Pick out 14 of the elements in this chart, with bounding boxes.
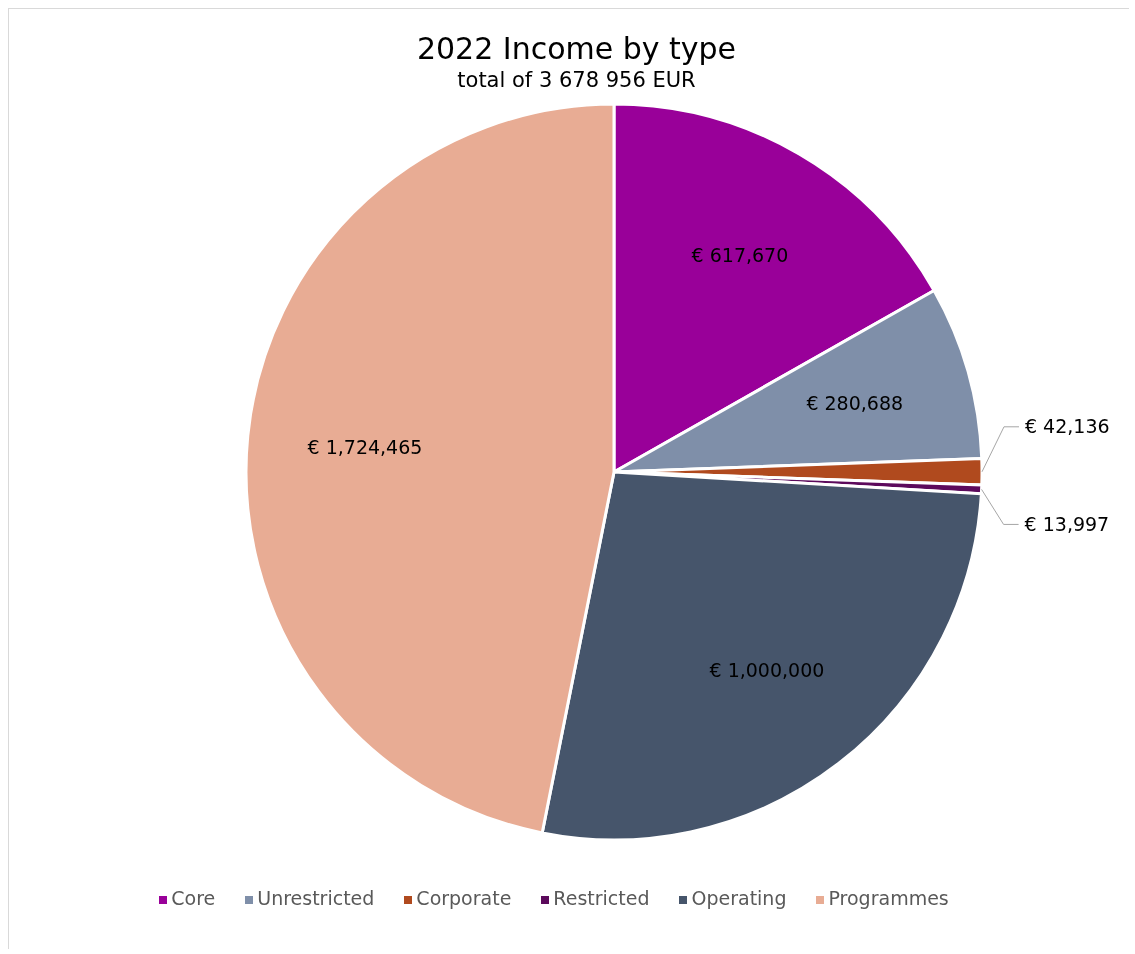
legend-label: Unrestricted [257,887,375,909]
chart-subtitle: total of 3 678 956 EUR [456,67,697,93]
data-label: € 42,136 [1025,415,1110,438]
legend-label: Operating [691,887,787,909]
data-label: € 280,688 [806,392,904,415]
legend-label: Programmes [828,887,949,909]
data-label: € 13,997 [1024,513,1110,536]
data-label: € 1,724,465 [307,436,423,459]
data-label: € 617,670 [691,244,789,267]
chart-title: 2022 Income by type [415,31,738,67]
legend-label: Corporate [416,887,512,909]
legend-label: Restricted [553,887,650,909]
legend-label: Core [171,887,216,909]
data-label: € 1,000,000 [709,658,825,681]
